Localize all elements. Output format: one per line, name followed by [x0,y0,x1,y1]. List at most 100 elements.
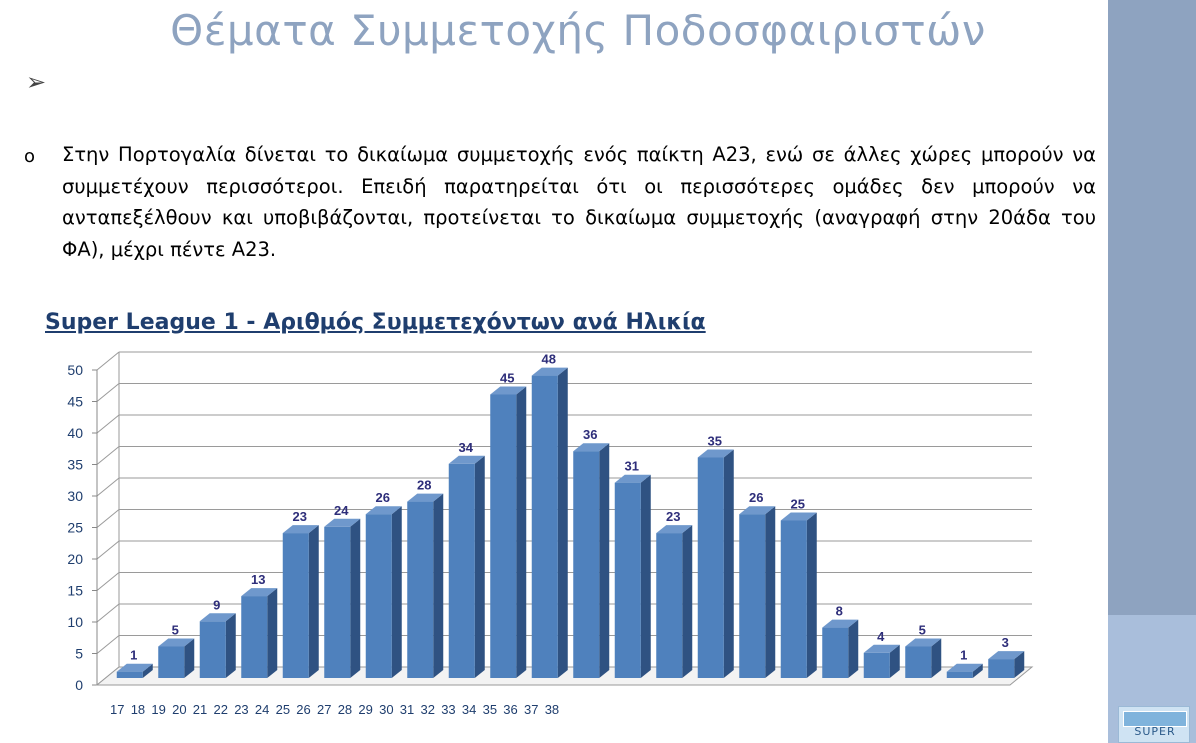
bar [490,394,517,678]
data-label: 13 [251,572,265,587]
bar [863,652,890,678]
bar-side [682,525,693,678]
data-label: 23 [293,509,307,524]
y-tick-label: 50 [67,362,83,378]
y-tick-label: 25 [67,520,83,536]
bar-side [433,493,444,678]
data-label: 34 [459,440,474,455]
data-label: 48 [542,352,556,367]
body-paragraph: Στην Πορτογαλία δίνεται το δικαίωμα συμμ… [62,143,1096,261]
bar [905,646,932,678]
bar-top [739,506,776,515]
x-tick-label: 17 [110,702,124,717]
bar-top [946,663,983,672]
bar-side [308,525,319,678]
data-label: 23 [666,509,680,524]
bar-side [599,443,610,678]
bar [199,621,226,678]
x-tick-label: 33 [441,702,455,717]
bar-side [267,588,278,678]
bar-side [350,518,361,678]
bar-side [889,644,900,678]
x-tick-label: 23 [234,702,248,717]
bar-top [448,455,485,464]
bar-side [184,638,195,678]
bar-top [614,474,651,483]
x-tick-label: 37 [524,702,538,717]
bar [656,533,683,678]
data-label: 1 [130,648,137,663]
data-label: 35 [708,434,722,449]
bar-side [723,449,734,678]
data-label: 9 [213,597,220,612]
bar [241,596,268,678]
x-tick-label: 21 [193,702,207,717]
grid-line-diagonal [96,351,120,371]
data-label: 26 [376,490,390,505]
x-tick-label: 20 [172,702,186,717]
bar-side [972,663,983,678]
bar [448,463,475,678]
bar-top [697,449,734,458]
super-league-logo: SUPER [1118,706,1190,743]
bar [282,533,309,678]
bar-top [822,619,859,628]
grid-line-diagonal [96,572,120,591]
y-tick-label: 30 [67,488,83,504]
x-tick-label: 22 [214,702,228,717]
arrow-bullet-icon: ➢ [26,68,47,96]
logo-text: SUPER [1134,725,1176,738]
grid-line-diagonal [96,477,120,497]
bar-top [573,443,610,452]
x-tick-label: 28 [338,702,352,717]
data-label: 28 [417,478,431,493]
y-tick-label: 15 [67,583,83,599]
grid-line-diagonal [96,509,120,528]
data-label: 25 [791,497,805,512]
bar-side [391,506,402,678]
bar [822,627,849,678]
x-tick-label: 35 [483,702,497,717]
bar-side [142,663,153,678]
bar [988,659,1015,678]
y-tick-label: 45 [67,394,83,410]
bar-top [863,644,900,653]
circle-bullet-icon: o [24,146,36,167]
bar-side [516,386,527,678]
bar-top [282,525,319,534]
logo-pitch-icon [1123,711,1187,727]
bar [531,375,558,678]
bar-side [848,619,859,678]
data-label: 4 [877,629,885,644]
slide-title: Θέματα Συμμετοχής Ποδοσφαιριστών [170,6,986,55]
bar-top [780,512,817,521]
bar-top [988,651,1025,660]
grid-line-diagonal [96,414,120,434]
bar [739,514,766,678]
grid-line-diagonal [96,540,120,560]
bar-top [116,663,153,672]
y-tick-label: 10 [67,614,83,630]
x-tick-label: 18 [131,702,145,717]
bar [407,501,434,678]
bar-side [806,512,817,678]
x-tick-label: 26 [296,702,310,717]
bar [697,457,724,678]
bar [614,482,641,678]
y-tick-label: 5 [75,646,83,662]
data-label: 5 [172,623,179,638]
x-tick-label: 32 [421,702,435,717]
bar-top [905,638,942,647]
bar [365,514,392,678]
bar-top [407,493,444,502]
x-tick-label: 31 [400,702,414,717]
x-tick-label: 29 [358,702,372,717]
y-tick-label: 0 [75,677,83,693]
grid-line-diagonal [96,446,120,465]
grid-line-diagonal [96,603,120,623]
x-tick-label: 27 [317,702,331,717]
y-tick-label: 40 [67,425,83,441]
data-label: 3 [1002,635,1009,650]
x-tick-label: 38 [545,702,559,717]
